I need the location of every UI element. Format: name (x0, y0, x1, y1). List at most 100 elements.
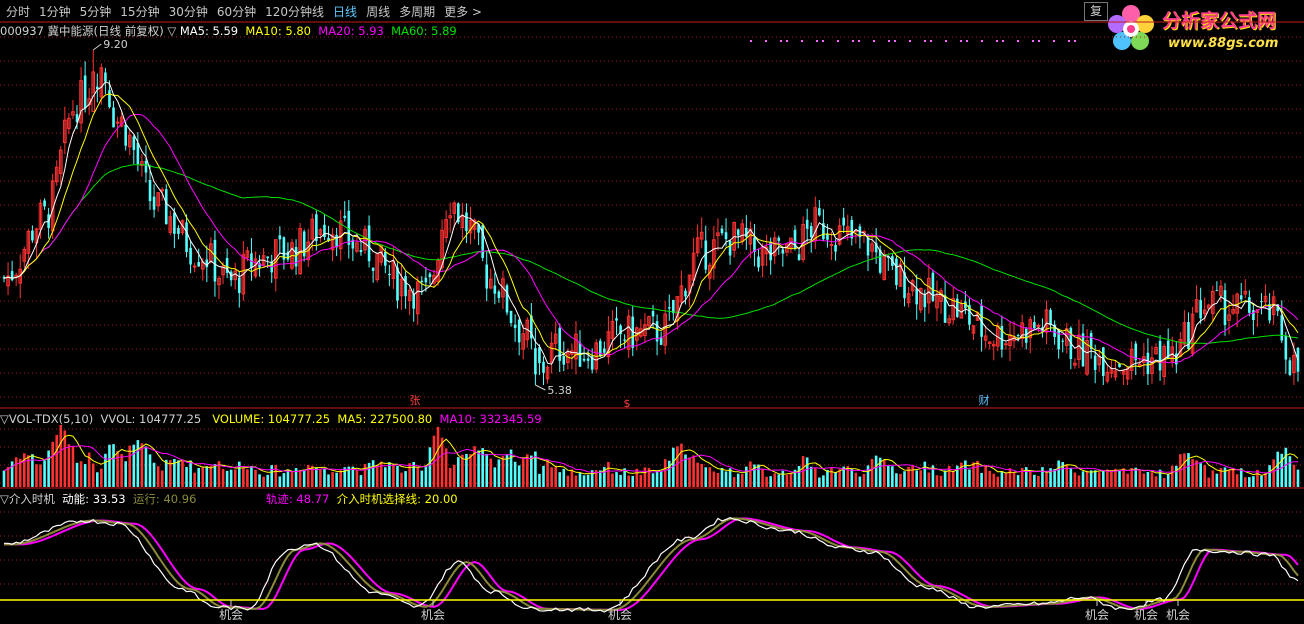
volume-bar (408, 463, 411, 487)
candle-body-down (651, 310, 655, 317)
candle-body-up (488, 278, 493, 289)
candle-body-down (343, 215, 347, 218)
volume-bar (79, 461, 83, 487)
timeframe-tab[interactable]: 1分钟 (39, 4, 71, 19)
volume-bar (1256, 469, 1259, 487)
volume-bar (582, 475, 586, 487)
volume-bar (870, 459, 874, 487)
volume-bar (250, 465, 253, 487)
volume-bar (355, 469, 359, 487)
candle-body-up (26, 230, 31, 254)
volume-bar (1016, 475, 1020, 487)
timeframe-tab[interactable]: 日线 (333, 4, 358, 19)
volume-bar (185, 467, 188, 487)
candle-body-up (1073, 362, 1077, 366)
volume-bar (1028, 470, 1032, 487)
volume-bar (22, 453, 26, 487)
volume-bar (124, 461, 127, 487)
candle-body-down (1223, 290, 1227, 326)
dongneng-label: 动能: 33.53 (62, 492, 126, 506)
volume-bar (1012, 472, 1016, 487)
volume-bar (976, 460, 979, 487)
volume-bar (461, 454, 464, 487)
volume-bar (749, 461, 752, 487)
event-mark: $ (624, 397, 631, 410)
candle-body-down (623, 339, 626, 341)
timeframe-tab[interactable]: 15分钟 (120, 4, 160, 19)
volume-bar (639, 474, 643, 487)
timeframe-tab[interactable]: 多周期 (399, 4, 436, 19)
candle-body-down (1239, 295, 1243, 300)
dongneng-line (4, 517, 1299, 613)
timeframe-tab[interactable]: 分时 (6, 4, 31, 19)
volume-bar (1089, 470, 1093, 487)
timeframe-tab[interactable]: 30分钟 (168, 4, 208, 19)
volume-bar (412, 461, 415, 487)
volume-bar (797, 465, 801, 487)
vol-ma5-label: MA5: 227500.80 (337, 412, 433, 426)
candle-body-down (834, 244, 837, 252)
timeframe-tab[interactable]: 5分钟 (79, 4, 112, 19)
candle-body-down (424, 277, 428, 283)
volume-bar (558, 472, 562, 487)
timeframe-tab[interactable]: 120分钟线 (265, 4, 325, 19)
candle-body-up (712, 239, 716, 269)
volume-bar (1073, 472, 1077, 487)
candle-body-up (521, 333, 526, 350)
candle-body-down (148, 179, 152, 202)
fq-button[interactable]: 复权 (1084, 2, 1108, 21)
candle-body-down (258, 263, 261, 268)
volume-bar (18, 458, 22, 487)
volume-bar (331, 472, 334, 487)
panel-toggle-icon[interactable]: ▽ (167, 24, 177, 38)
candle-body-down (173, 212, 176, 234)
candle-body-down (371, 267, 375, 271)
panel-toggle-icon[interactable]: ▽ (0, 492, 9, 506)
candle-body-down (124, 124, 127, 146)
candle-body-up (927, 277, 931, 304)
signal-dot (852, 40, 854, 42)
timeframe-tab[interactable]: 更多 > (444, 4, 482, 19)
timeframe-tab[interactable]: 周线 (366, 4, 391, 19)
panel-toggle-icon[interactable]: ▽ (0, 412, 9, 426)
signal-dot (945, 40, 947, 42)
candle-body-down (335, 234, 338, 248)
volume-bar (598, 470, 602, 487)
volume-bar (643, 467, 647, 487)
volume-bar (1134, 467, 1138, 487)
signal-dot (981, 40, 983, 42)
candle-body-down (485, 264, 489, 289)
candle-body-down (185, 222, 188, 253)
candle-body-down (943, 295, 947, 323)
candle-body-down (83, 75, 87, 109)
candle-body-down (878, 249, 882, 273)
candle-body-down (1158, 340, 1162, 371)
volume-bar (1166, 474, 1170, 487)
candle-body-down (388, 273, 391, 276)
volume-bar (611, 473, 614, 487)
candle-body-up (67, 117, 71, 130)
candle-body-up (79, 80, 83, 124)
vvol-label: VVOL: 104777.25 (100, 412, 202, 426)
volume-bar (1020, 467, 1024, 487)
volume-bar (1211, 470, 1215, 487)
signal-dot (873, 40, 875, 42)
signal-dot (924, 40, 926, 42)
candle-body-down (302, 231, 306, 257)
volume-bar (1065, 464, 1069, 487)
volume-bar (1223, 467, 1227, 487)
volume-bar (91, 463, 95, 487)
volume-bar (891, 466, 894, 487)
volume-bar (818, 477, 821, 487)
volume-bar (404, 471, 407, 487)
volume-bar (1069, 468, 1073, 487)
candle-body-down (530, 315, 533, 339)
volume-bar (164, 459, 168, 487)
candle-body-up (626, 315, 631, 350)
timeframe-tab[interactable]: 60分钟 (216, 4, 257, 19)
signal-label: 机会 (608, 608, 632, 622)
logo-title: 分析家公式网 (1162, 10, 1277, 32)
volume-bar (927, 472, 931, 487)
volume-bar (95, 472, 99, 487)
